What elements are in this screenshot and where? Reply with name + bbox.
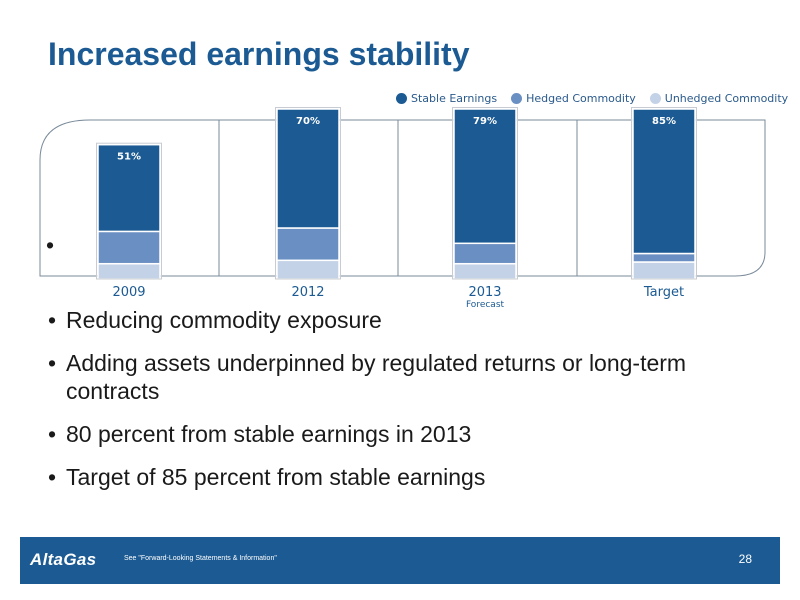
x-tick-label: Target	[643, 285, 684, 300]
bar-segment-stable	[97, 143, 161, 233]
bullet-marker: •	[48, 350, 57, 376]
bar-segment-unhedged	[632, 261, 696, 280]
bar-outline	[275, 107, 341, 280]
footer-disclaimer: See "Forward-Looking Statements & Inform…	[124, 555, 277, 562]
legend-swatch-unhedged	[649, 92, 661, 104]
slide-title: Increased earnings stability	[48, 36, 470, 72]
footer-bar: AltaGas See "Forward-Looking Statements …	[20, 537, 780, 584]
bar-segment-unhedged	[97, 262, 161, 280]
legend-swatch-stable	[396, 92, 407, 104]
bar-outline	[452, 107, 518, 280]
chart-bars: 51% 70% 79% 85%	[96, 107, 697, 280]
bar-outline	[631, 107, 697, 280]
bullet-item: • Target of 85 percent from stable earni…	[48, 463, 768, 491]
bar-segment-unhedged	[276, 259, 340, 280]
legend-label-unhedged: Unhedged Commodity	[664, 91, 789, 105]
bar-segment-hedged	[632, 252, 696, 263]
bar-segment-stable	[632, 108, 696, 255]
bullet-marker: •	[48, 307, 57, 333]
data-label: 79%	[473, 116, 497, 127]
bullet-text: Adding assets underpinned by regulated r…	[66, 350, 687, 404]
legend-label-hedged: Hedged Commodity	[526, 91, 636, 105]
bar-segment-stable	[276, 108, 340, 229]
legend-item-hedged: Hedged Commodity	[511, 92, 636, 105]
bullet-text: Reducing commodity exposure	[66, 307, 382, 333]
bar-segment-hedged	[453, 242, 517, 265]
chart-frame	[39, 119, 766, 277]
bullet-marker: •	[48, 464, 57, 490]
data-label: 51%	[117, 152, 141, 163]
x-tick-label: 2013	[468, 285, 501, 300]
chart-legend: Stable Earnings Hedged Commodity Unhedge…	[396, 90, 788, 106]
page-number: 28	[738, 552, 752, 566]
legend-label-stable: Stable Earnings	[411, 91, 498, 105]
bullet-marker: •	[48, 421, 57, 447]
bullet-item: • Reducing commodity exposure	[48, 306, 768, 334]
legend-item-unhedged: Unhedged Commodity	[649, 91, 789, 105]
bar-segment-hedged	[97, 230, 161, 265]
data-label: 70%	[296, 116, 320, 127]
bar-segment-hedged	[276, 227, 340, 262]
empty-bullet: •	[46, 232, 55, 258]
bullet-text: 80 percent from stable earnings in 2013	[66, 421, 472, 447]
x-tick-label: 2009	[112, 285, 145, 300]
bar-segment-stable	[453, 108, 517, 245]
x-tick-sublabel: Forecast	[466, 300, 505, 310]
bullet-text: Target of 85 percent from stable earning…	[66, 464, 486, 490]
bar-segment-unhedged	[453, 262, 517, 280]
bullet-item: • 80 percent from stable earnings in 201…	[48, 420, 768, 448]
bullet-item: • Adding assets underpinned by regulated…	[48, 349, 768, 405]
bar-outline	[96, 142, 162, 280]
data-label: 85%	[652, 116, 676, 127]
legend-item-stable: Stable Earnings	[396, 92, 497, 105]
altagas-logo: AltaGas	[30, 550, 97, 569]
x-tick-label: 2012	[291, 285, 324, 300]
bullet-list: • Reducing commodity exposure • Adding a…	[48, 306, 768, 506]
legend-swatch-hedged	[511, 92, 523, 104]
